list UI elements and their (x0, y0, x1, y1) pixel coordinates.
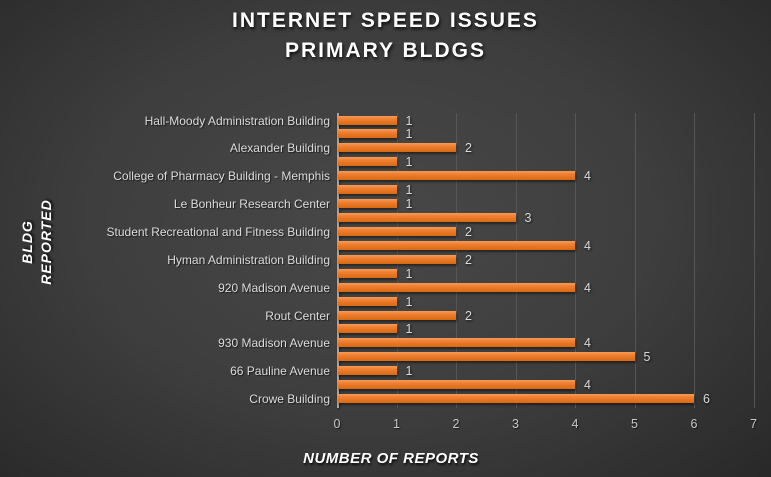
category-label: Alexander Building (229, 141, 330, 156)
gridline (575, 113, 576, 408)
bar-value-label: 4 (584, 238, 591, 253)
bar (338, 171, 575, 181)
bar (338, 380, 575, 390)
bar-value-label: 4 (584, 169, 591, 184)
bar-value-label: 1 (405, 113, 413, 128)
category-label: 66 Pauline Avenue (230, 364, 330, 379)
gridline (753, 113, 755, 408)
bar-value-label: 6 (703, 392, 710, 407)
bar (338, 310, 456, 320)
x-tick-label: 7 (750, 417, 757, 431)
bar-value-label: 4 (584, 280, 591, 295)
category-label: Hall-Moody Administration Building (144, 113, 330, 128)
bar-value-label: 1 (405, 322, 413, 337)
bar-value-label: 1 (405, 266, 413, 281)
gridline (456, 113, 457, 408)
bar-value-label: 2 (465, 141, 472, 156)
bar (338, 199, 397, 209)
bar-value-label: 1 (405, 294, 413, 309)
bar-value-label: 3 (524, 211, 532, 225)
gridline (515, 113, 517, 408)
bar-value-label: 5 (643, 350, 651, 365)
bar (338, 282, 575, 292)
bar-value-label: 1 (405, 183, 413, 198)
category-label: Rout Center (265, 308, 330, 323)
bar (338, 366, 397, 376)
y-axis-title-line2: REPORTED (38, 199, 54, 285)
x-tick-label: 1 (393, 417, 400, 431)
bar (338, 157, 397, 167)
bar (338, 240, 575, 250)
bar (338, 254, 456, 264)
y-axis-title-line1: BLDG (19, 220, 35, 264)
bar (338, 115, 397, 125)
bar (338, 129, 397, 139)
y-axis-title: BLDG REPORTED (18, 142, 58, 342)
bar (338, 268, 397, 278)
x-tick-label: 4 (571, 417, 579, 431)
bar (338, 185, 397, 195)
x-tick-label: 5 (631, 417, 638, 431)
bar (338, 226, 456, 236)
category-label: Le Bonheur Research Center (173, 197, 330, 212)
chart-title-line2: PRIMARY BLDGS (284, 39, 486, 62)
gridline (694, 113, 695, 408)
bar-value-label: 2 (465, 252, 472, 267)
bar-value-label: 1 (405, 127, 413, 142)
gridline (634, 113, 636, 408)
bar (338, 352, 635, 362)
category-label: Student Recreational and Fitness Buildin… (106, 224, 330, 239)
category-label: Hyman Administration Building (167, 252, 330, 267)
x-axis-title: NUMBER OF REPORTS (303, 450, 479, 467)
bar (338, 324, 397, 334)
bar-value-label: 4 (584, 378, 591, 393)
chart-title-line1: INTERNET SPEED ISSUES (232, 9, 539, 32)
x-tick-label: 6 (690, 417, 698, 431)
category-label: 930 Madison Avenue (218, 336, 330, 351)
bar-value-label: 1 (405, 155, 413, 170)
category-label: College of Pharmacy Building - Memphis (113, 169, 330, 184)
category-label: 920 Madison Avenue (218, 280, 330, 295)
bar (338, 338, 575, 348)
bar (338, 394, 694, 404)
bar-value-label: 1 (405, 197, 413, 212)
bar-value-label: 2 (465, 224, 472, 239)
bar-value-label: 2 (465, 308, 472, 323)
bar (338, 296, 397, 306)
bar (338, 213, 516, 222)
x-tick-label: 0 (333, 417, 341, 431)
category-label: Crowe Building (249, 392, 330, 407)
x-tick-label: 3 (512, 417, 519, 431)
bar (338, 143, 456, 153)
bar-value-label: 4 (584, 336, 591, 351)
bar-value-label: 1 (405, 364, 413, 379)
chart-title: INTERNET SPEED ISSUES PRIMARY BLDGS (0, 6, 771, 66)
x-tick-label: 2 (452, 417, 460, 431)
